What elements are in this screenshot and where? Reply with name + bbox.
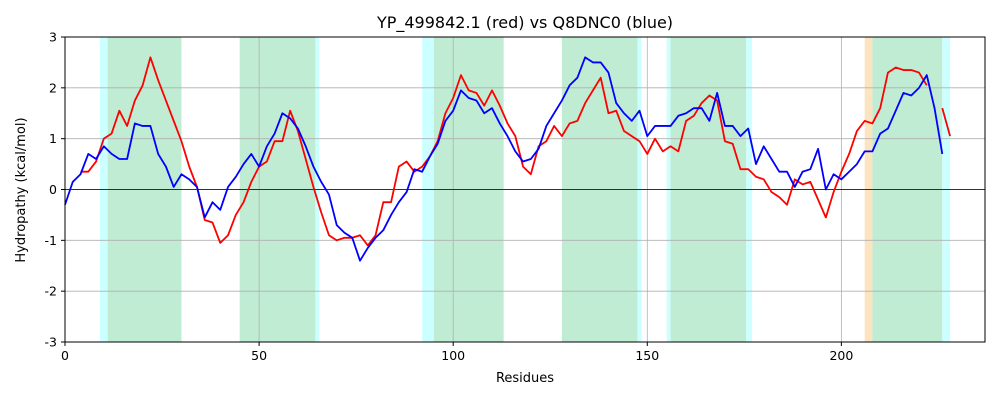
y-tick-label: -1	[45, 233, 57, 248]
plot-area: 0 50 100 150 200 -3 -2 -1 0 1 2 3	[45, 30, 986, 363]
y-tick-label: 0	[49, 182, 57, 197]
x-tick-label: 50	[251, 348, 267, 363]
chart-title: YP_499842.1 (red) vs Q8DNC0 (blue)	[376, 13, 673, 33]
y-tick-label: -3	[45, 335, 57, 350]
x-tick-label: 100	[441, 348, 465, 363]
plot-frame	[64, 36, 986, 343]
y-tick-label: -2	[45, 284, 57, 299]
x-tick-label: 150	[635, 348, 659, 363]
y-tick-label: 2	[49, 80, 57, 95]
x-tick-label: 0	[61, 348, 69, 363]
y-tick-label: 3	[49, 30, 57, 45]
series-line	[80, 56, 951, 247]
series-line	[64, 56, 944, 262]
x-tick-label: 200	[829, 348, 853, 363]
y-axis-label: Hydropathy (kcal/mol)	[14, 117, 29, 262]
x-axis-label: Residues	[496, 371, 554, 386]
y-tick-label: 1	[49, 131, 57, 146]
